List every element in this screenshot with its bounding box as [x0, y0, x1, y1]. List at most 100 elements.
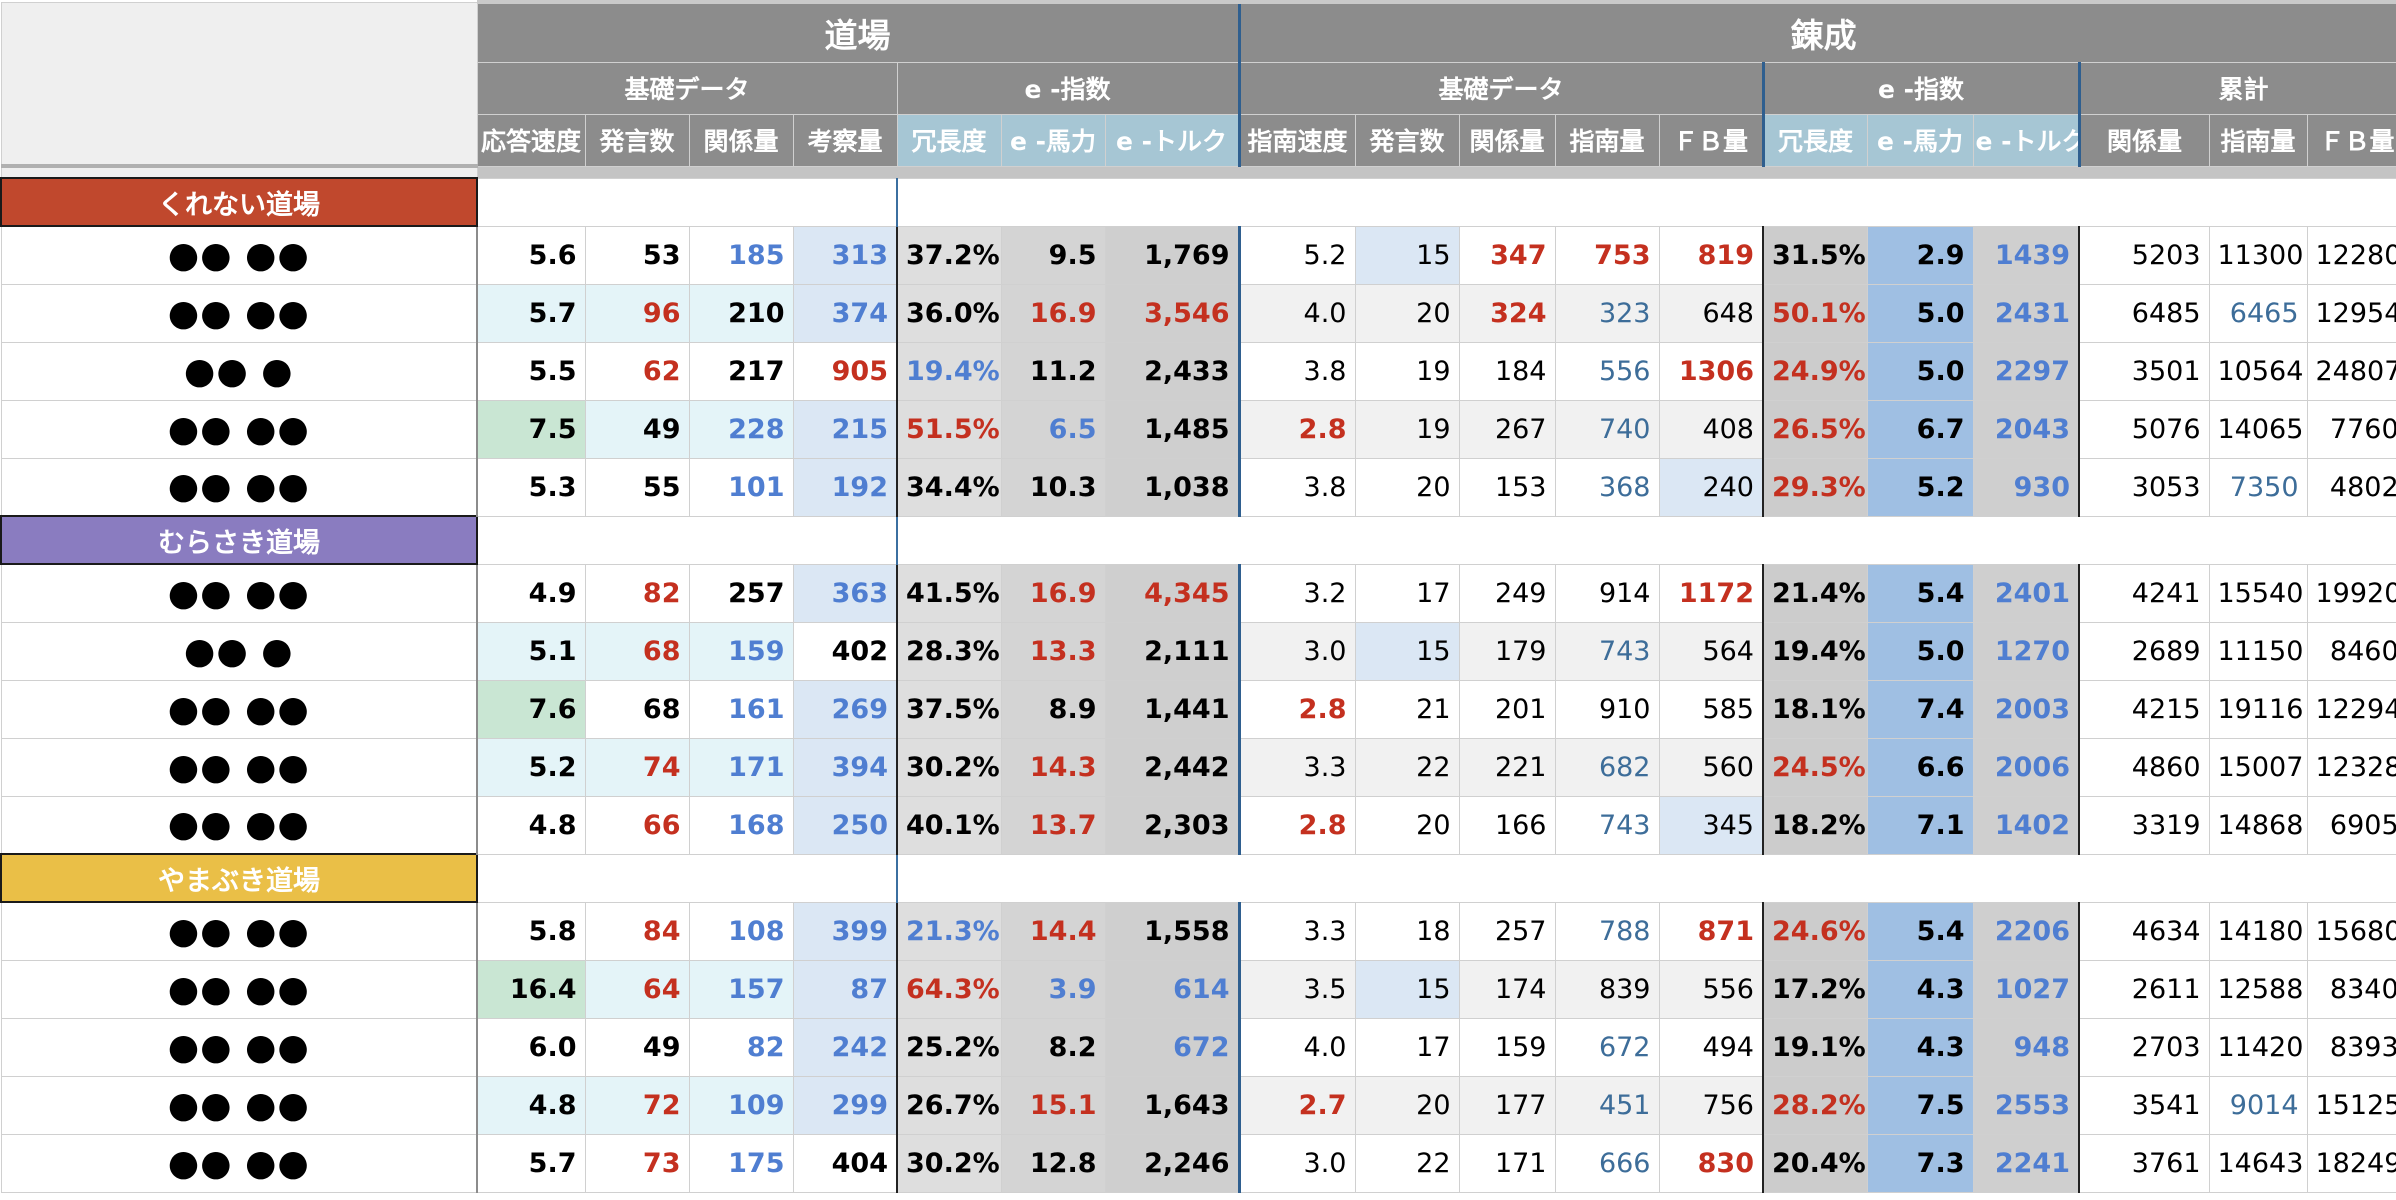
data-cell[interactable]: 15 — [1354, 621, 1460, 681]
column-header-dojo-col-4[interactable]: 冗長度 — [896, 113, 1002, 167]
data-cell[interactable]: 2,442 — [1104, 737, 1240, 797]
data-cell[interactable]: 12328 — [2306, 737, 2396, 797]
data-cell[interactable]: 19116 — [2208, 679, 2308, 739]
data-cell[interactable]: 1,769 — [1104, 225, 1240, 285]
member-name-cell[interactable]: ●● ● — [0, 341, 478, 401]
data-cell[interactable]: 210 — [688, 283, 794, 343]
data-cell[interactable]: 5.2 — [476, 737, 586, 797]
data-cell[interactable]: 201 — [1458, 679, 1556, 739]
data-cell[interactable]: 66 — [584, 795, 690, 855]
data-cell[interactable]: 2043 — [1972, 399, 2080, 459]
section-header-rensei[interactable]: 錬成 — [1237, 0, 2396, 63]
data-cell[interactable]: 1439 — [1972, 225, 2080, 285]
data-cell[interactable]: 5203 — [2078, 225, 2210, 285]
data-cell[interactable]: 404 — [792, 1133, 898, 1193]
data-cell[interactable]: 257 — [1458, 901, 1556, 961]
column-header-rensei-col-10[interactable]: ＦＢ量 — [2306, 113, 2396, 167]
data-cell[interactable]: 4.3 — [1866, 959, 1974, 1019]
data-cell[interactable]: 914 — [1554, 563, 1660, 623]
data-cell[interactable]: 12.8 — [1000, 1133, 1106, 1193]
data-cell[interactable]: 29.3% — [1762, 457, 1868, 517]
data-cell[interactable]: 347 — [1458, 225, 1556, 285]
data-cell[interactable]: 15007 — [2208, 737, 2308, 797]
data-cell[interactable]: 910 — [1554, 679, 1660, 739]
data-cell[interactable]: 20 — [1354, 457, 1460, 517]
data-cell[interactable]: 7350 — [2208, 457, 2308, 517]
data-cell[interactable]: 323 — [1554, 283, 1660, 343]
data-cell[interactable]: 240 — [1658, 457, 1764, 517]
data-cell[interactable]: 1,643 — [1104, 1075, 1240, 1135]
data-cell[interactable]: 1,485 — [1104, 399, 1240, 459]
data-cell[interactable]: 1027 — [1972, 959, 2080, 1019]
data-cell[interactable]: 12294 — [2306, 679, 2396, 739]
data-cell[interactable]: 21 — [1354, 679, 1460, 739]
data-cell[interactable]: 4.3 — [1866, 1017, 1974, 1077]
group-header-cumulative[interactable]: 累計 — [2077, 61, 2396, 115]
data-cell[interactable]: 153 — [1458, 457, 1556, 517]
data-cell[interactable]: 7.5 — [476, 399, 586, 459]
data-cell[interactable]: 249 — [1458, 563, 1556, 623]
data-cell[interactable]: 49 — [584, 399, 690, 459]
data-cell[interactable]: 26.7% — [896, 1075, 1002, 1135]
data-cell[interactable]: 5.7 — [476, 1133, 586, 1193]
data-cell[interactable]: 3761 — [2078, 1133, 2210, 1193]
data-cell[interactable]: 24807 — [2306, 341, 2396, 401]
data-cell[interactable]: 12588 — [2208, 959, 2308, 1019]
data-cell[interactable]: 171 — [1458, 1133, 1556, 1193]
column-header-rensei-col-3[interactable]: 指南量 — [1554, 113, 1660, 167]
data-cell[interactable]: 19.1% — [1762, 1017, 1868, 1077]
data-cell[interactable]: 839 — [1554, 959, 1660, 1019]
data-cell[interactable]: 11150 — [2208, 621, 2308, 681]
data-cell[interactable]: 672 — [1554, 1017, 1660, 1077]
data-cell[interactable]: 24.6% — [1762, 901, 1868, 961]
data-cell[interactable]: 30.2% — [896, 1133, 1002, 1193]
data-cell[interactable]: 4.0 — [1237, 1017, 1356, 1077]
data-cell[interactable]: 64.3% — [896, 959, 1002, 1019]
column-header-rensei-col-5[interactable]: 冗長度 — [1761, 113, 1868, 167]
data-cell[interactable]: 64 — [584, 959, 690, 1019]
data-cell[interactable]: 185 — [688, 225, 794, 285]
data-cell[interactable]: 8393 — [2306, 1017, 2396, 1077]
data-cell[interactable]: 21.4% — [1762, 563, 1868, 623]
data-cell[interactable]: 17 — [1354, 1017, 1460, 1077]
data-cell[interactable]: 3.8 — [1237, 341, 1356, 401]
data-cell[interactable]: 2.8 — [1237, 399, 1356, 459]
data-cell[interactable]: 250 — [792, 795, 898, 855]
data-cell[interactable]: 96 — [584, 283, 690, 343]
data-cell[interactable]: 175 — [688, 1133, 794, 1193]
data-cell[interactable]: 14.4 — [1000, 901, 1106, 961]
data-cell[interactable]: 2431 — [1972, 283, 2080, 343]
group-row-blank[interactable] — [895, 515, 2396, 565]
data-cell[interactable]: 4634 — [2078, 901, 2210, 961]
data-cell[interactable]: 3.9 — [1000, 959, 1106, 1019]
data-cell[interactable]: 3,546 — [1104, 283, 1240, 343]
data-cell[interactable]: 394 — [792, 737, 898, 797]
data-cell[interactable]: 666 — [1554, 1133, 1660, 1193]
data-cell[interactable]: 614 — [1104, 959, 1240, 1019]
data-cell[interactable]: 7.3 — [1866, 1133, 1974, 1193]
data-cell[interactable]: 16.9 — [1000, 563, 1106, 623]
data-cell[interactable]: 3.3 — [1237, 737, 1356, 797]
data-cell[interactable]: 6.7 — [1866, 399, 1974, 459]
data-cell[interactable]: 4860 — [2078, 737, 2210, 797]
column-header-dojo-col-6[interactable]: e -トルク — [1104, 113, 1240, 167]
data-cell[interactable]: 22 — [1354, 737, 1460, 797]
corner-cell[interactable] — [0, 1, 478, 168]
data-cell[interactable]: 161 — [688, 679, 794, 739]
member-name-cell[interactable]: ●● ●● — [0, 1017, 478, 1077]
column-header-dojo-col-2[interactable]: 関係量 — [688, 113, 794, 167]
data-cell[interactable]: 402 — [792, 621, 898, 681]
column-header-rensei-col-7[interactable]: e -トルク — [1972, 113, 2080, 167]
data-cell[interactable]: 34.4% — [896, 457, 1002, 517]
data-cell[interactable]: 7.4 — [1866, 679, 1974, 739]
data-cell[interactable]: 40.1% — [896, 795, 1002, 855]
data-cell[interactable]: 5.7 — [476, 283, 586, 343]
data-cell[interactable]: 2689 — [2078, 621, 2210, 681]
data-cell[interactable]: 15680 — [2306, 901, 2396, 961]
data-cell[interactable]: 15.1 — [1000, 1075, 1106, 1135]
data-cell[interactable]: 19.4% — [1762, 621, 1868, 681]
data-cell[interactable]: 17.2% — [1762, 959, 1868, 1019]
data-cell[interactable]: 49 — [584, 1017, 690, 1077]
member-name-cell[interactable]: ●● ●● — [0, 225, 478, 285]
data-cell[interactable]: 28.3% — [896, 621, 1002, 681]
